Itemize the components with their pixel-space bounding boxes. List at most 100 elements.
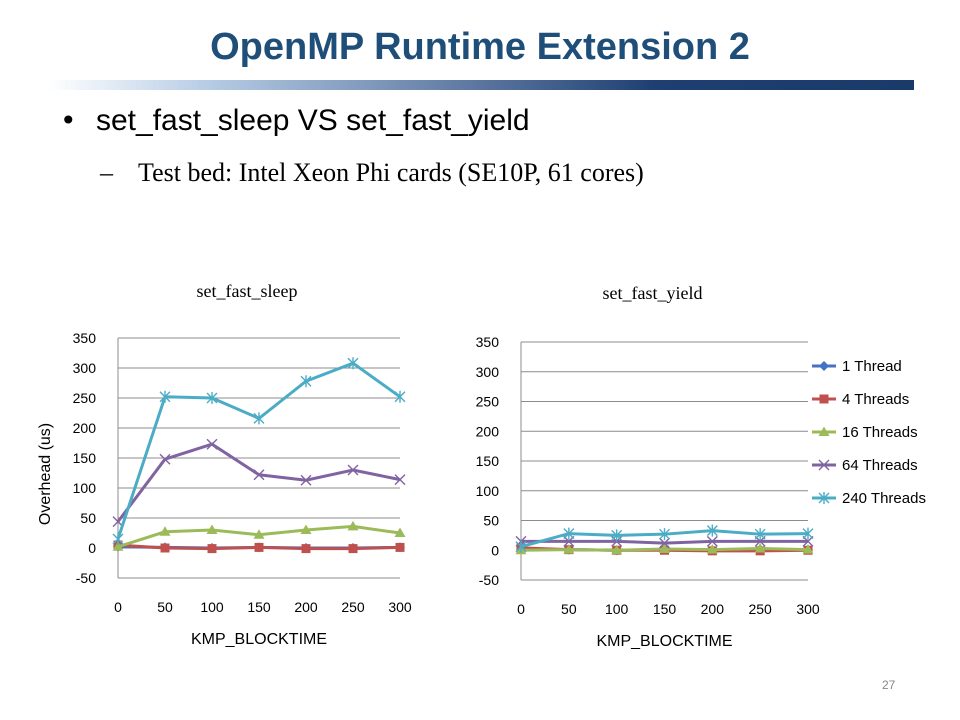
chart2-data-point bbox=[659, 543, 670, 554]
chart1-data-point-shape bbox=[159, 453, 171, 465]
chart2-ytick-label: 200 bbox=[476, 423, 500, 439]
chart1-xtick-label: 150 bbox=[247, 599, 271, 615]
chart1-data-point bbox=[347, 464, 359, 476]
chart2-data-point bbox=[802, 535, 814, 547]
chart1-data-point bbox=[253, 412, 265, 425]
chart2-data-point-shape bbox=[515, 540, 527, 553]
chart1-data-point-shape bbox=[206, 392, 218, 404]
chart1-data-point bbox=[348, 544, 358, 554]
chart2-legend-marker bbox=[818, 426, 830, 436]
chart2-data-point-shape bbox=[802, 544, 814, 554]
chart1-data-point bbox=[300, 474, 312, 486]
chart1-data-point bbox=[300, 524, 312, 534]
chart1-data-point-shape bbox=[348, 544, 358, 554]
chart2-data-point-shape bbox=[563, 544, 575, 554]
chart1-data-point-shape bbox=[254, 542, 264, 552]
chart2-data-point-shape bbox=[706, 544, 718, 554]
chart2-title: set_fast_yield bbox=[603, 283, 703, 303]
slide-title: OpenMP Runtime Extension 2 bbox=[210, 26, 750, 68]
chart1-ytick-label: 150 bbox=[73, 450, 97, 466]
chart1-data-point-shape bbox=[300, 375, 312, 388]
chart2-legend-marker-shape bbox=[818, 459, 830, 471]
chart1-data-point bbox=[300, 375, 312, 388]
chart2-legend-marker-shape bbox=[819, 361, 829, 371]
chart2-xtick-label: 0 bbox=[517, 601, 525, 617]
chart1-data-point-shape bbox=[300, 524, 312, 534]
chart1-xtick-label: 200 bbox=[294, 599, 318, 615]
chart2-ytick-label: -50 bbox=[479, 572, 499, 588]
chart1-ytick-label: 300 bbox=[73, 360, 97, 376]
chart1-data-point-shape bbox=[253, 412, 265, 425]
bullet-dot-icon: • bbox=[60, 104, 77, 137]
chart1-data-point-shape bbox=[300, 474, 312, 486]
chart2-xtick-label: 200 bbox=[701, 601, 725, 617]
chart1-data-point-shape bbox=[112, 541, 124, 551]
chart1-data-point-shape bbox=[253, 529, 265, 539]
sub-bullet-text: Test bed: Intel Xeon Phi cards (SE10P, 6… bbox=[138, 158, 644, 187]
chart1-data-point-shape bbox=[347, 464, 359, 476]
title-underline bbox=[48, 80, 914, 90]
chart2-data-point-shape bbox=[802, 535, 814, 547]
chart1-data-point-shape bbox=[206, 438, 218, 450]
chart1-ytick-label: 0 bbox=[88, 540, 96, 556]
chart1-data-point bbox=[347, 520, 359, 531]
chart2-data-point bbox=[659, 528, 670, 541]
chart2-ytick-label: 0 bbox=[491, 542, 499, 558]
chart1-ytick-label: 350 bbox=[73, 330, 97, 346]
chart1-data-point-shape bbox=[160, 543, 170, 553]
chart1-data-point-shape bbox=[394, 474, 406, 486]
chart2-data-point-shape bbox=[754, 528, 766, 541]
chart2-ytick-label: 300 bbox=[476, 364, 500, 380]
chart2-data-point-shape bbox=[754, 542, 766, 553]
page-number: 27 bbox=[882, 678, 896, 692]
chart2-data-point-shape bbox=[659, 528, 670, 541]
chart1-data-point bbox=[207, 544, 217, 554]
chart2-data-point bbox=[563, 527, 575, 540]
chart1-xtick-label: 50 bbox=[157, 599, 173, 615]
chart2-data-point-shape bbox=[706, 524, 718, 537]
chart2-legend-marker bbox=[819, 394, 829, 404]
chart2-data-point-shape bbox=[659, 537, 670, 549]
chart1-ylabel: Overhead (us) bbox=[37, 423, 54, 525]
chart1-xtick-label: 0 bbox=[114, 599, 122, 615]
chart1-xlabel: KMP_BLOCKTIME bbox=[191, 631, 327, 648]
chart1-data-point-shape bbox=[159, 390, 171, 403]
chart1-data-point-shape bbox=[159, 526, 171, 536]
chart1-data-point-shape bbox=[394, 390, 406, 403]
chart1-series-line bbox=[116, 361, 401, 540]
chart1-data-point bbox=[253, 469, 265, 481]
chart2-legend-marker bbox=[818, 459, 830, 471]
chart1-data-point bbox=[394, 527, 406, 537]
chart1-ytick-label: 100 bbox=[73, 480, 97, 496]
chart2-xtick-label: 50 bbox=[561, 601, 577, 617]
chart2-data-point-shape bbox=[563, 527, 575, 540]
chart1-data-point bbox=[159, 453, 171, 465]
chart2-data-point-shape bbox=[706, 535, 718, 547]
chart2-ytick-label: 150 bbox=[476, 453, 500, 469]
chart2-legend-marker-shape bbox=[818, 492, 830, 504]
chart2-xtick-label: 300 bbox=[796, 601, 820, 617]
chart1-xtick-label: 100 bbox=[200, 599, 224, 615]
chart1-ytick-label: 200 bbox=[73, 420, 97, 436]
chart2-xlabel: KMP_BLOCKTIME bbox=[596, 633, 732, 650]
chart1-data-point bbox=[112, 533, 124, 545]
chart2-xtick-label: 250 bbox=[748, 601, 772, 617]
chart2-data-point bbox=[706, 544, 718, 554]
chart1-data-point-shape bbox=[207, 544, 217, 554]
chart2-data-point bbox=[802, 544, 814, 554]
chart2-legend-marker bbox=[818, 492, 830, 504]
chart2-data-point-shape bbox=[659, 543, 670, 554]
chart1-data-point bbox=[395, 542, 405, 552]
chart2-data-point bbox=[659, 537, 670, 549]
chart2-ytick-label: 50 bbox=[483, 513, 499, 529]
chart1-data-point-shape bbox=[395, 542, 405, 552]
dash-icon: – bbox=[100, 158, 113, 187]
chart1-data-point-shape bbox=[394, 527, 406, 537]
chart2-ytick-label: 350 bbox=[476, 334, 500, 350]
chart2-data-point bbox=[706, 535, 718, 547]
chart1-ytick-label: 50 bbox=[80, 510, 96, 526]
chart1-data-point bbox=[347, 357, 359, 370]
chart1-xtick-label: 250 bbox=[341, 599, 365, 615]
chart1-data-point bbox=[159, 390, 171, 403]
